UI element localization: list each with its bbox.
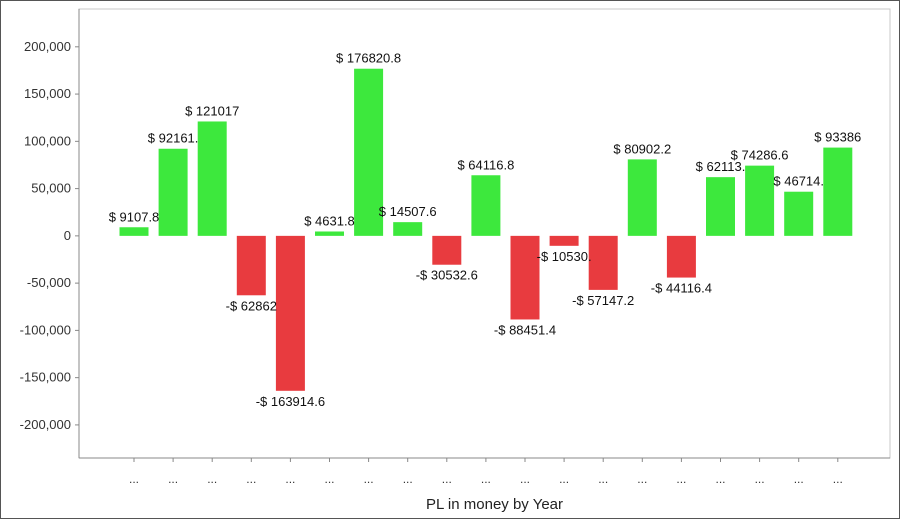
bar [275, 235, 305, 391]
bars [119, 68, 853, 391]
data-label: -$ 44116.4 [651, 281, 712, 296]
bar [588, 235, 618, 290]
x-tick-label: ... [637, 472, 647, 486]
bar [745, 165, 775, 236]
x-tick-label: ... [559, 472, 569, 486]
x-tick-label: ... [794, 472, 804, 486]
x-tick-label: ... [168, 472, 178, 486]
bar [119, 227, 149, 236]
y-tick-label: 100,000 [24, 133, 71, 148]
data-label: -$ 57147.2 [572, 293, 634, 308]
data-label: -$ 88451.4 [494, 322, 556, 337]
x-tick-label: ... [403, 472, 413, 486]
data-label: $ 9107.8 [109, 209, 160, 224]
x-tick-label: ... [715, 472, 725, 486]
data-label: $ 92161. [148, 131, 199, 146]
y-tick-labels: -200,000 -150,000 -100,000 -50,000 0 50,000 10… [20, 39, 71, 432]
data-label: $ 62113. [696, 159, 746, 174]
bar [393, 222, 423, 236]
x-tick-label: ... [129, 472, 139, 486]
x-tick-label: ... [364, 472, 374, 486]
y-tick-label: 150,000 [24, 86, 71, 101]
bar [627, 159, 657, 236]
x-tick-label: ... [442, 472, 452, 486]
data-label: $ 176820.8 [336, 51, 401, 66]
x-axis-label: PL in money by Year [426, 496, 563, 513]
bar [549, 235, 579, 246]
bar [666, 235, 696, 278]
data-label: $ 74286.6 [731, 148, 789, 163]
x-tick-label: ... [676, 472, 686, 486]
y-tick-label: -100,000 [20, 322, 71, 337]
bar [784, 191, 814, 236]
bar [158, 148, 188, 236]
y-tick-label: 0 [64, 228, 71, 243]
data-label: -$ 10530. [537, 249, 592, 264]
x-tick-label: ... [285, 472, 295, 486]
bar [510, 235, 540, 320]
data-labels: $ 9107.8 $ 92161. $ 121017 -$ 62862 -$ 16391… [109, 51, 862, 409]
x-tick-label: ... [755, 472, 765, 486]
y-tick-label: -200,000 [20, 417, 71, 432]
y-tick-label: 50,000 [31, 181, 71, 196]
data-label: $ 46714. [773, 174, 824, 189]
y-tick-label: -50,000 [27, 275, 71, 290]
bar [823, 147, 853, 236]
x-tick-label: ... [481, 472, 491, 486]
y-tick-label: 200,000 [24, 39, 71, 54]
data-label: -$ 62862 [226, 298, 277, 313]
bar [236, 235, 266, 296]
data-label: $ 14507.6 [379, 204, 437, 219]
x-tick-label: ... [833, 472, 843, 486]
data-label: -$ 163914.6 [256, 394, 325, 409]
data-label: $ 64116.8 [457, 157, 514, 172]
bar [471, 175, 501, 236]
data-label: $ 121017 [185, 103, 239, 118]
bar [354, 68, 384, 236]
data-label: $ 80902.2 [613, 141, 671, 156]
x-tick-label: ... [598, 472, 608, 486]
x-tick-labels: ........................................… [129, 472, 843, 486]
data-label: $ 93386 [814, 130, 861, 145]
x-tick-label: ... [207, 472, 217, 486]
bar [432, 235, 462, 265]
bar [197, 121, 227, 236]
y-tick-label: -150,000 [20, 370, 71, 385]
x-tick-label: ... [520, 472, 530, 486]
data-label: -$ 30532.6 [416, 268, 478, 283]
x-tick-label: ... [246, 472, 256, 486]
bar [315, 231, 344, 236]
bar [706, 177, 735, 236]
data-label: $ 4631.8 [304, 213, 355, 228]
x-tick-label: ... [324, 472, 334, 486]
